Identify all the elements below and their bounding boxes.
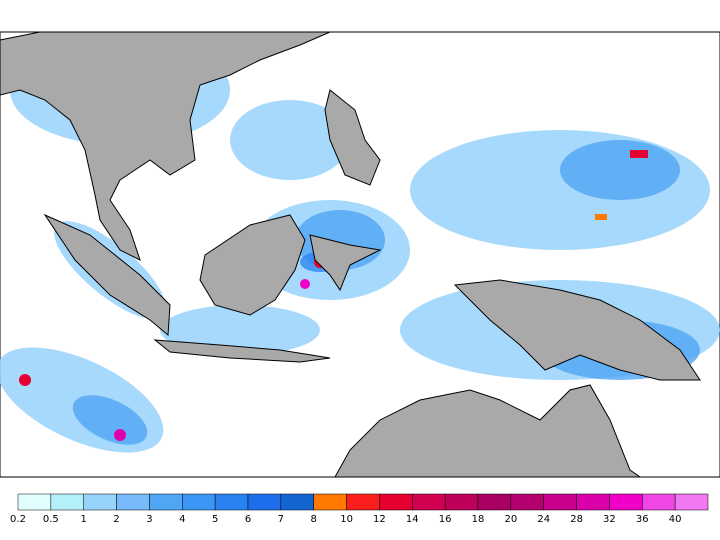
colorbar-swatch	[17, 493, 52, 511]
colorbar-label: 20	[504, 514, 517, 525]
colorbar-swatch	[182, 493, 216, 511]
map	[0, 31, 720, 478]
colorbar-swatch	[346, 493, 380, 511]
colorbar-label: 3	[146, 514, 152, 525]
colorbar-label: 36	[636, 514, 649, 525]
colorbar-swatch	[214, 493, 249, 511]
colorbar-swatch	[543, 493, 577, 511]
colorbar-swatch	[247, 493, 282, 511]
colorbar-swatch	[477, 493, 512, 511]
colorbar-label: 2	[113, 514, 119, 525]
colorbar-swatch	[379, 493, 413, 511]
colorbar-label: 10	[340, 514, 353, 525]
colorbar-swatch	[576, 493, 610, 511]
colorbar-swatch	[313, 493, 347, 511]
colorbar-label: 5	[212, 514, 218, 525]
colorbar-swatch	[83, 493, 117, 511]
colorbar-label: 24	[537, 514, 550, 525]
colorbar-swatch	[280, 493, 314, 511]
colorbar-label: 28	[570, 514, 583, 525]
colorbar-swatch	[642, 493, 676, 511]
colorbar-swatch	[116, 493, 150, 511]
colorbar-swatch	[510, 493, 544, 511]
colorbar-swatch	[412, 493, 446, 511]
colorbar-swatch	[674, 493, 709, 511]
colorbar-label: 18	[472, 514, 485, 525]
colorbar-swatch	[149, 493, 183, 511]
colorbar-label: 12	[373, 514, 386, 525]
colorbar-label: 4	[179, 514, 185, 525]
colorbar-label: 40	[669, 514, 682, 525]
colorbar-label: 6	[245, 514, 251, 525]
colorbar-label: 8	[311, 514, 317, 525]
colorbar-swatch	[50, 493, 84, 511]
colorbar-label: 16	[439, 514, 452, 525]
colorbar-label: 1	[81, 514, 87, 525]
colorbar-swatch	[609, 493, 643, 511]
colorbar-label: 0.2	[10, 514, 26, 525]
land	[0, 31, 701, 478]
colorbar-label: 7	[278, 514, 284, 525]
colorbar-label: 32	[603, 514, 616, 525]
colorbar-swatch	[444, 493, 479, 511]
colorbar-label: 14	[406, 514, 419, 525]
colorbar-label: 0.5	[43, 514, 59, 525]
colorbar: 0.2 0.5 1 2 3 4 5 6 7 8 10 12 14 16 18 20 24 28 32 36 40	[10, 493, 709, 525]
